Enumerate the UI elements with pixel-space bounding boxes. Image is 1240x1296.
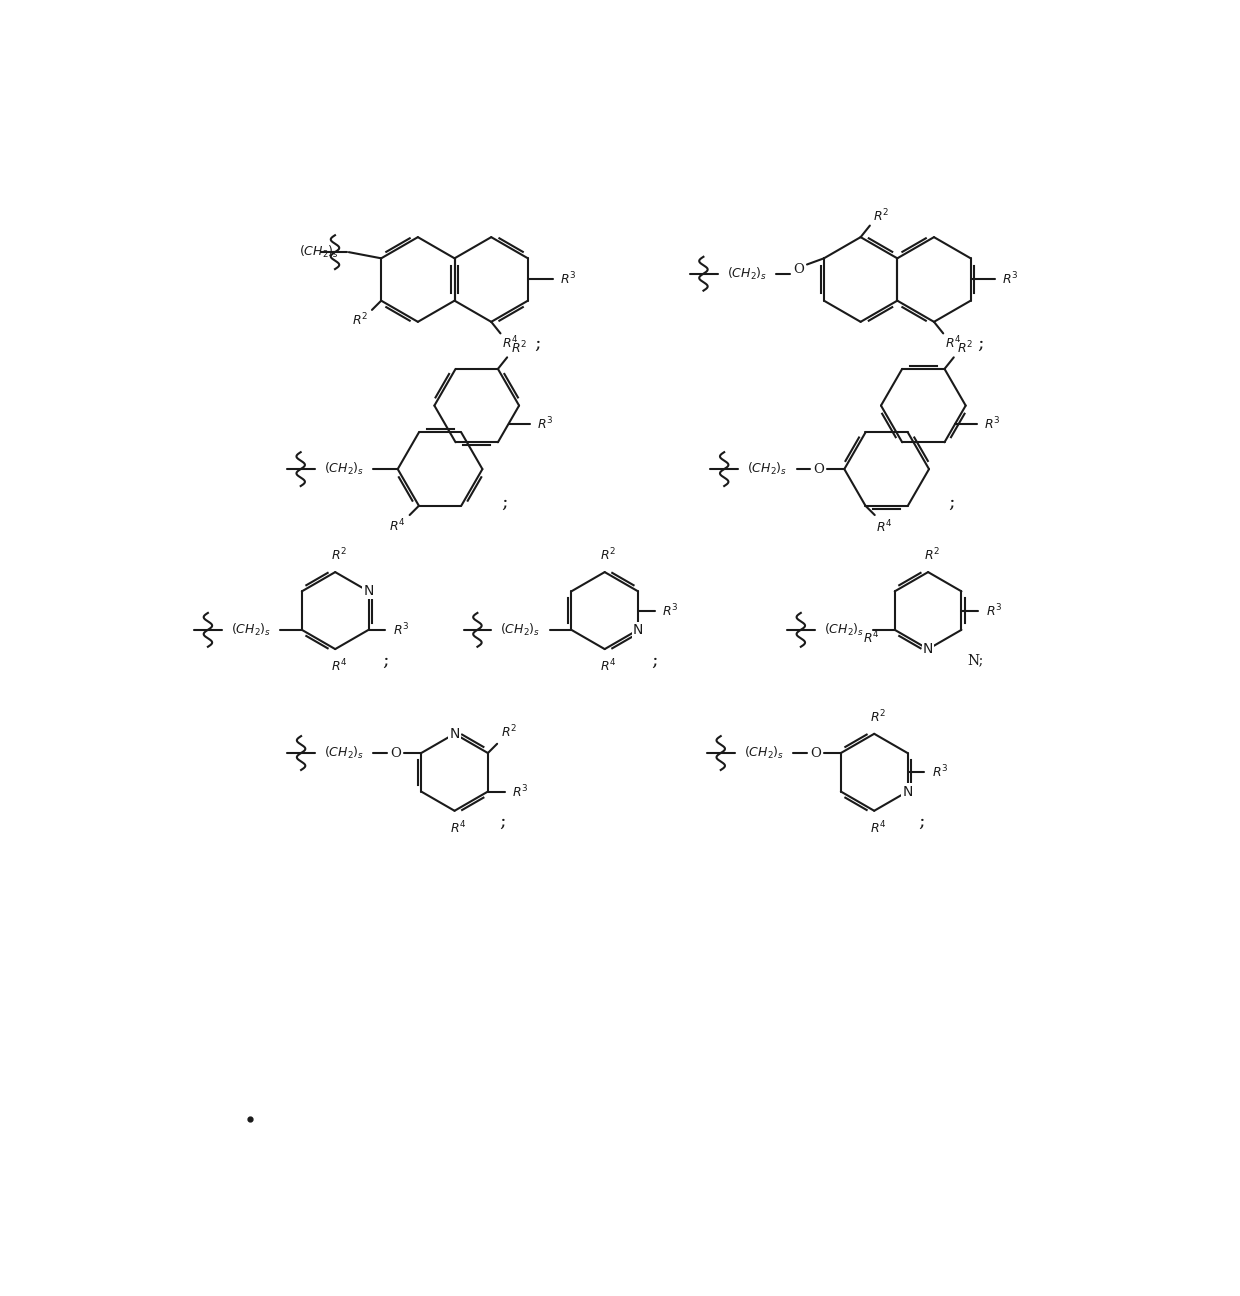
- Text: $R^3$: $R^3$: [537, 416, 554, 433]
- Text: $R^4$: $R^4$: [863, 630, 880, 645]
- Text: $R^4$: $R^4$: [450, 819, 466, 836]
- Text: ;: ;: [534, 334, 541, 353]
- Text: $(CH_2)_s$: $(CH_2)_s$: [748, 461, 787, 477]
- Text: $R^2$: $R^2$: [957, 340, 973, 356]
- Text: $R^2$: $R^2$: [870, 709, 887, 726]
- Text: $R^3$: $R^3$: [662, 603, 678, 619]
- Text: $R^3$: $R^3$: [393, 622, 409, 638]
- Text: $R^4$: $R^4$: [877, 518, 893, 535]
- Text: ;: ;: [498, 814, 506, 831]
- Text: $R^4$: $R^4$: [869, 819, 887, 836]
- Text: ;: ;: [919, 814, 925, 831]
- Text: $R^3$: $R^3$: [512, 783, 528, 800]
- Text: $(CH_2)_s$: $(CH_2)_s$: [324, 461, 365, 477]
- Text: $R^3$: $R^3$: [986, 603, 1002, 619]
- Text: O: O: [813, 463, 825, 476]
- Text: $R^2$: $R^2$: [352, 311, 368, 328]
- Text: $R^2$: $R^2$: [600, 547, 616, 564]
- Text: ;: ;: [947, 494, 955, 512]
- Text: $R^4$: $R^4$: [502, 336, 518, 351]
- Text: $(CH_2)_s$: $(CH_2)_s$: [501, 622, 541, 638]
- Text: $(CH_2)_s$: $(CH_2)_s$: [231, 622, 272, 638]
- Text: O: O: [810, 746, 821, 759]
- Text: $(CH_2)_s$: $(CH_2)_s$: [744, 745, 784, 761]
- Text: N;: N;: [967, 653, 985, 667]
- Text: N: N: [449, 727, 460, 741]
- Text: N: N: [903, 784, 913, 798]
- Text: $R^4$: $R^4$: [945, 336, 961, 351]
- Text: $R^3$: $R^3$: [931, 763, 949, 780]
- Text: ;: ;: [501, 494, 508, 512]
- Text: O: O: [391, 746, 402, 759]
- Text: $(CH_2)_s$: $(CH_2)_s$: [299, 244, 340, 260]
- Text: O: O: [794, 263, 804, 276]
- Text: ;: ;: [651, 652, 658, 670]
- Text: $R^2$: $R^2$: [873, 209, 889, 224]
- Text: $(CH_2)_s$: $(CH_2)_s$: [324, 745, 365, 761]
- Text: $R^3$: $R^3$: [559, 271, 577, 288]
- Text: $R^4$: $R^4$: [389, 517, 405, 534]
- Text: $R^2$: $R^2$: [924, 547, 940, 564]
- Text: $(CH_2)_s$: $(CH_2)_s$: [823, 622, 864, 638]
- Text: ;: ;: [382, 652, 388, 670]
- Text: N: N: [363, 584, 373, 599]
- Text: $R^4$: $R^4$: [600, 658, 616, 674]
- Text: $R^2$: $R^2$: [511, 340, 527, 356]
- Text: $R^4$: $R^4$: [331, 658, 347, 674]
- Text: ;: ;: [977, 334, 983, 353]
- Text: $R^3$: $R^3$: [983, 416, 1001, 433]
- Text: $(CH_2)_s$: $(CH_2)_s$: [727, 266, 768, 281]
- Text: $R^2$: $R^2$: [501, 724, 517, 740]
- Text: $R^2$: $R^2$: [331, 547, 347, 564]
- Text: N: N: [923, 642, 934, 656]
- Text: N: N: [632, 623, 644, 636]
- Text: $R^3$: $R^3$: [1002, 271, 1019, 288]
